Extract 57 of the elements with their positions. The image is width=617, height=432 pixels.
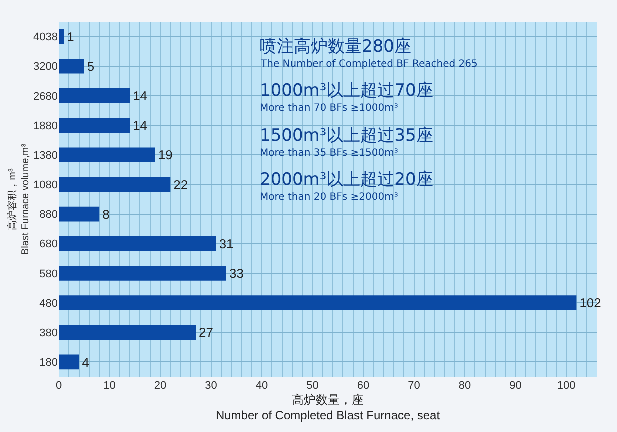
y-tick-label: 580 [40,268,58,280]
data-label: 31 [219,236,234,252]
y-tick-label: 380 [40,327,58,340]
bar [59,325,196,340]
bar [59,118,130,133]
y-tick-label: 680 [40,238,58,251]
annotation: More than 70 BFs ≥1000m³ [260,103,398,114]
bar [59,58,84,74]
bar [59,266,226,281]
y-tick-label: 2680 [34,90,58,103]
data-label: 27 [199,325,214,340]
data-label: 4 [82,354,90,370]
bar [59,148,156,163]
x-tick-label: 20 [154,380,167,392]
y-tick-label: 3200 [34,61,58,74]
y-tick-label: 1380 [34,150,58,162]
bar [59,206,100,222]
data-label: 102 [580,296,602,311]
annotation: The Number of Completed BF Reached 265 [260,59,478,70]
y-tick-label: 480 [40,298,58,310]
data-label: 1 [67,29,74,44]
x-tick-label: 70 [408,380,420,392]
data-label: 14 [133,118,148,134]
annotation: 1000m³以上超过70座 [260,81,434,101]
x-tick-label: 10 [104,380,116,392]
x-tick-label: 100 [557,380,576,392]
data-label: 33 [229,266,244,282]
annotation: 喷注高炉数量280座 [260,37,412,57]
data-label: 5 [87,58,95,74]
bar [59,236,216,252]
annotation: 2000m³以上超过20座 [260,170,434,190]
y-tick-label: 880 [40,209,58,222]
y-axis-title: 高炉容积，m³ Blast Furnace volume,m³ [6,143,32,256]
bar [59,296,577,310]
x-tick-label: 50 [306,380,319,392]
annotation: 1500m³以上超过35座 [260,126,434,146]
y-tick-label: 1080 [34,180,58,192]
x-tick-label: 30 [205,380,218,392]
data-label: 8 [102,206,110,222]
x-tick-label: 90 [510,380,522,392]
x-tick-label: 60 [357,380,370,392]
data-label: 14 [133,88,148,104]
data-label: 22 [174,177,188,192]
annotation: More than 20 BFs ≥2000m³ [260,192,398,203]
data-label: 19 [158,148,173,163]
bar [59,88,130,104]
bar [59,177,171,192]
x-tick-label: 80 [458,380,472,392]
y-tick-label: 1880 [34,120,58,132]
y-tick-label: 4038 [34,32,58,44]
y-tick-label: 180 [40,357,58,370]
x-tick-label: 40 [256,380,268,392]
x-tick-label: 0 [56,380,62,392]
bar [59,354,80,370]
bar [59,29,64,44]
x-axis-title: 高炉数量，座 Number of Completed Blast Furnace, seat [216,392,441,422]
annotation: More than 35 BFs ≥1500m³ [260,148,398,159]
